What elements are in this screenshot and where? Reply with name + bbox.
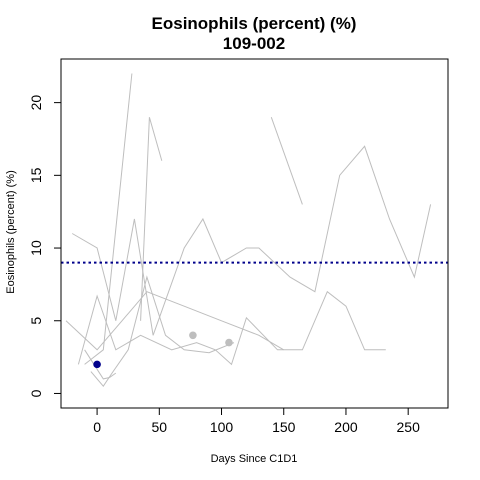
chart-subtitle: 109-002	[223, 34, 285, 53]
highlight-point-1	[93, 360, 101, 369]
y-tick-label: 10	[28, 240, 44, 256]
plot-frame	[60, 58, 449, 409]
highlight-point-3	[225, 338, 233, 347]
x-tick-label: 100	[210, 419, 234, 435]
series-line-8	[270, 117, 303, 205]
y-tick-label: 5	[28, 317, 44, 325]
series-line-6	[90, 275, 235, 388]
x-tick-label: 250	[397, 419, 421, 435]
series-line-2	[140, 117, 163, 321]
chart-title: Eosinophils (percent) (%)	[152, 14, 357, 33]
y-tick-label: 20	[28, 95, 44, 111]
series-line-1	[84, 73, 133, 365]
series-line-5	[77, 290, 386, 366]
y-axis: 0 5 10 15 20	[28, 95, 62, 397]
x-tick-label: 150	[272, 419, 296, 435]
x-axis: 0 50 100 150 200 250	[93, 407, 421, 435]
y-tick-label: 0	[28, 389, 44, 397]
x-tick-label: 50	[152, 419, 168, 435]
x-tick-label: 0	[93, 419, 101, 435]
x-tick-label: 200	[334, 419, 358, 435]
highlight-point-2	[189, 331, 197, 340]
x-axis-label: Days Since C1D1	[211, 453, 298, 465]
y-axis-label: Eosinophils (percent) (%)	[5, 170, 17, 294]
y-tick-label: 15	[28, 167, 44, 183]
series-line-4	[65, 291, 284, 351]
points-layer	[93, 331, 233, 369]
series-line-3	[71, 145, 432, 336]
series-layer	[65, 73, 432, 388]
